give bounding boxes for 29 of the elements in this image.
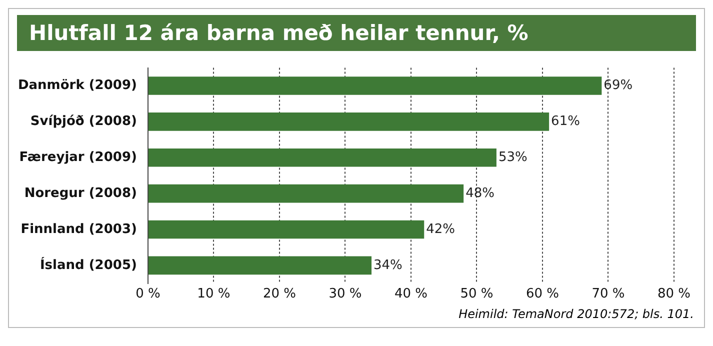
x-tick-label: 50 % [460,286,494,302]
chart-title: Hlutfall 12 ára barna með heilar tennur, % [17,15,696,51]
y-tick-label: Ísland (2005) [40,256,137,273]
bar [148,76,602,95]
data-label: 61% [551,114,580,130]
x-tick-label: 70 % [592,286,625,302]
x-tick-label: 40 % [394,286,428,302]
y-tick-label: Færeyjar (2009) [19,150,137,166]
y-tick-label: Danmörk (2009) [18,78,137,94]
text: Heimild: TemaNord 2010:572; bls. 101. [458,306,695,323]
y-tick-label: Noregur (2008) [24,186,137,201]
x-tick-label: 20 % [262,286,296,302]
bar [148,256,372,275]
bar [148,220,424,239]
bar [148,148,496,167]
data-label: 69% [604,78,633,94]
x-tick-label: 10 % [197,286,230,302]
y-tick-label: Finnland (2003) [20,222,137,237]
data-label: 42% [426,222,456,237]
bar [148,112,550,131]
y-tick-label: Svíþjóð (2008) [30,114,137,130]
x-tick-label: 30 % [328,286,362,302]
data-label: 34% [374,258,402,273]
x-tick-label: 60 % [526,286,559,302]
x-tick-label: 80 % [657,286,691,302]
data-label: 53% [498,150,528,166]
x-tick-label: 0 % [136,286,160,302]
data-label: 48% [466,186,494,201]
bar [148,184,464,203]
